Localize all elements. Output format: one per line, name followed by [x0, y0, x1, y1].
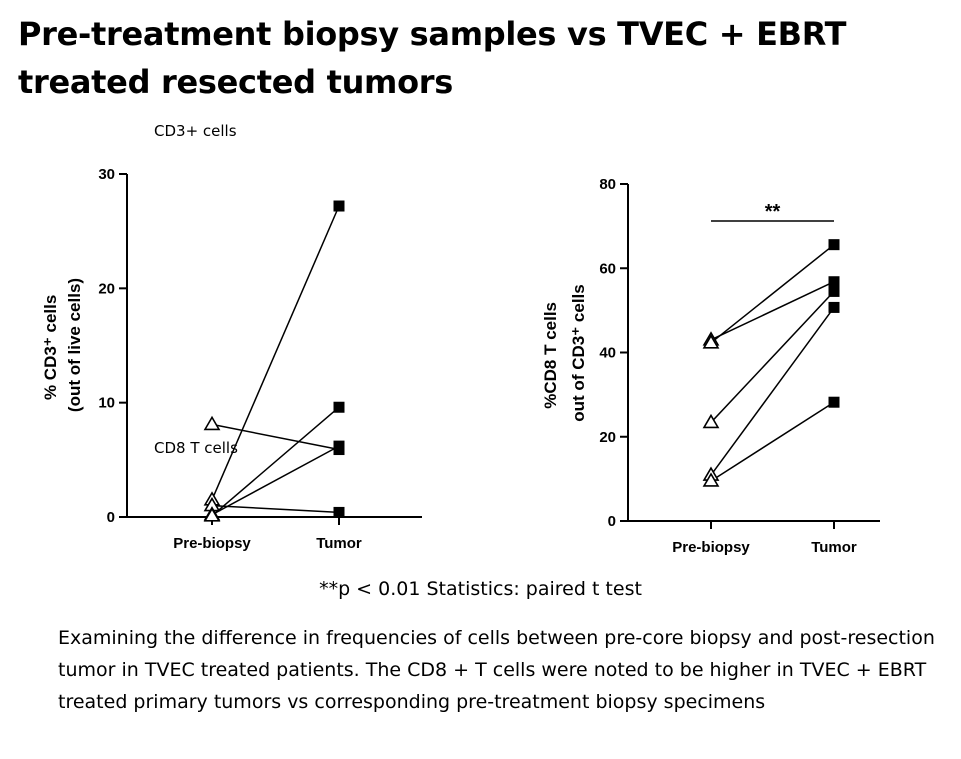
cd3-panel-label: CD3+ cells [154, 122, 237, 140]
cd8-panel-label: CD8 T cells [154, 439, 238, 457]
cd3-y-axis-label: % CD3⁺ cells (out of live cells) [41, 278, 84, 412]
cd8-y-axis-label: %CD8 T cells out of CD3⁺ cells [541, 284, 588, 421]
cd8-significance-label: ** [765, 201, 781, 223]
cd8-y-tick-label: 40 [599, 345, 616, 362]
cd8-pair-line [710, 401, 835, 482]
page-title: Pre-treatment biopsy samples vs TVEC + E… [18, 15, 847, 101]
chart-area: % CD3⁺ cells (out of live cells) 0 10 20 30… [41, 166, 880, 556]
cd3-y-axis-label-line1: % CD3⁺ cells [41, 295, 60, 400]
cd3-tumor-point [333, 506, 345, 518]
cd3-y-axis-label-line2: (out of live cells) [65, 278, 84, 412]
cd8-y-axis-label-line1: %CD8 T cells [541, 302, 560, 409]
cd8-y-tick-label: 20 [599, 429, 616, 446]
cd3-x-tick-label: Tumor [316, 535, 362, 552]
cd8-prebiopsy-point [702, 472, 720, 487]
cd8-pair-line [710, 244, 835, 344]
cd8-pair-line [710, 281, 835, 341]
cd8-tumor-point [828, 396, 840, 408]
cd3-y-tick-label: 10 [98, 395, 115, 412]
cd3-prebiopsy-point [203, 415, 221, 431]
cd8-chart: %CD8 T cells out of CD3⁺ cells 0 20 40 60 80… [541, 176, 880, 556]
cd3-pair-line [211, 205, 340, 501]
cd3-y-tick-label: 30 [98, 166, 115, 183]
cd8-y-tick-label: 0 [608, 513, 616, 530]
cd3-y-tick-label: 0 [107, 509, 115, 526]
cd3-pair-line [211, 504, 340, 514]
cd8-y-tick-label: 80 [599, 176, 616, 193]
cd3-pair-line [211, 406, 340, 517]
cd8-prebiopsy-point [702, 334, 720, 349]
figure-caption: Examining the difference in frequencies … [58, 627, 935, 713]
cd8-tumor-point [828, 276, 840, 288]
cd3-tumor-point [333, 440, 345, 452]
cd3-prebiopsy-point [203, 507, 221, 522]
cd3-pair-line [211, 423, 340, 451]
cd8-x-tick-label: Pre-biopsy [672, 539, 750, 556]
cd8-x-tick-label: Tumor [811, 539, 857, 556]
cd3-chart: % CD3⁺ cells (out of live cells) 0 10 20 30… [41, 166, 422, 552]
cd8-pair-line [710, 306, 835, 476]
cd3-pair-line [211, 445, 340, 516]
cd3-x-tick-label: Pre-biopsy [173, 535, 251, 552]
statistics-note: **p < 0.01 Statistics: paired t test [319, 578, 642, 600]
cd3-tumor-point [333, 200, 345, 212]
cd8-tumor-point [828, 285, 840, 297]
cd3-tumor-point [333, 401, 345, 413]
cd8-pair-line [710, 290, 835, 423]
cd8-tumor-point [828, 301, 840, 313]
cd3-y-tick-label: 20 [98, 280, 115, 297]
cd8-tumor-point [828, 239, 840, 251]
cd8-y-axis-label-line2: out of CD3⁺ cells [569, 284, 588, 421]
cd8-prebiopsy-point [702, 413, 720, 429]
cd8-y-tick-label: 60 [599, 260, 616, 277]
